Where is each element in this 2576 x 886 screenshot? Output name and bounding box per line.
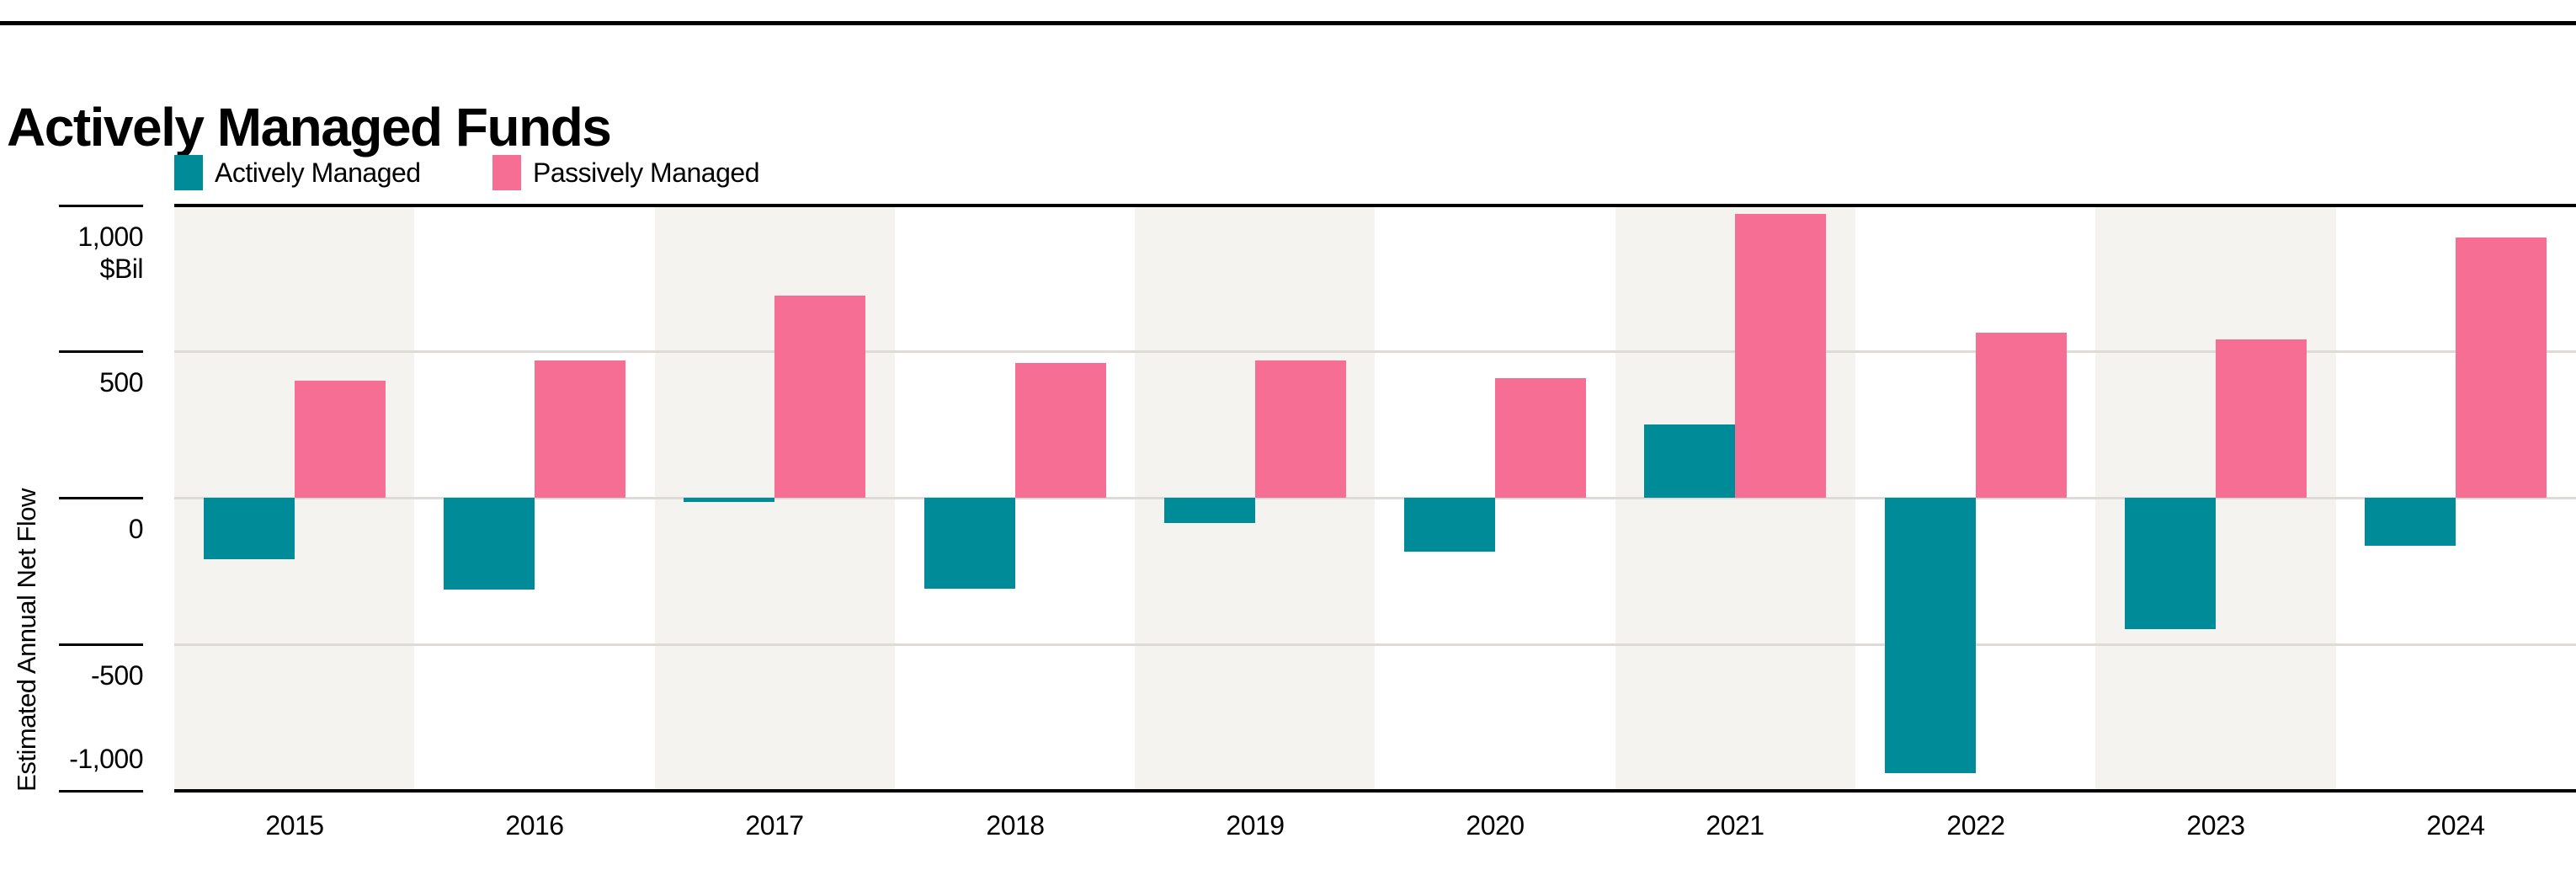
legend-label: Actively Managed (215, 157, 421, 188)
x-tick-label-2016: 2016 (505, 810, 564, 841)
bar-passive-2018[interactable] (1015, 363, 1106, 498)
x-tick-label-2019: 2019 (1226, 810, 1285, 841)
bar-active-2020[interactable] (1404, 498, 1495, 552)
y-tick-mark-500 (59, 350, 143, 353)
legend-item-actively-managed: Actively Managed (174, 154, 421, 191)
plot-bottom-rule (174, 789, 2576, 793)
bar-active-2024[interactable] (2365, 498, 2456, 546)
bar-passive-2023[interactable] (2216, 339, 2307, 498)
x-tick-label-2017: 2017 (745, 810, 804, 841)
y-tick-label--1000: -1,000 (69, 744, 143, 774)
bar-active-2015[interactable] (204, 498, 295, 559)
y-tick-label-0: 0 (128, 514, 144, 544)
bar-active-2018[interactable] (924, 498, 1015, 589)
chart-legend: Actively Managed Passively Managed (0, 154, 2576, 191)
plot-top-rule (174, 204, 2576, 207)
bar-passive-2024[interactable] (2456, 238, 2547, 498)
bar-passive-2015[interactable] (295, 381, 386, 498)
bar-active-2023[interactable] (2125, 498, 2216, 629)
page-title: Actively Managed Funds (7, 96, 612, 157)
x-tick-label-2024: 2024 (2426, 810, 2485, 841)
bar-active-2021[interactable] (1644, 424, 1735, 498)
passive-series-swatch-icon (492, 155, 521, 190)
bar-active-2019[interactable] (1164, 498, 1255, 523)
active-series-swatch-icon (174, 155, 203, 190)
x-tick-label-2021: 2021 (1706, 810, 1764, 841)
x-tick-label-2018: 2018 (986, 810, 1045, 841)
bar-active-2016[interactable] (444, 498, 535, 590)
y-tick-mark--1000 (59, 790, 143, 793)
x-tick-label-2020: 2020 (1466, 810, 1525, 841)
bar-passive-2022[interactable] (1976, 333, 2067, 498)
y-tick-mark--500 (59, 643, 143, 646)
x-tick-label-2023: 2023 (2186, 810, 2245, 841)
bar-passive-2020[interactable] (1495, 378, 1586, 498)
top-rule (0, 21, 2576, 25)
bar-passive-2021[interactable] (1735, 214, 1826, 498)
legend-item-passively-managed: Passively Managed (492, 154, 759, 191)
legend-label: Passively Managed (533, 157, 759, 188)
bar-passive-2017[interactable] (774, 296, 865, 498)
y-tick-mark-1000 (59, 205, 143, 207)
y-tick-label-500: 500 (99, 367, 143, 398)
bar-passive-2019[interactable] (1255, 360, 1346, 498)
gridline-0 (174, 497, 2576, 499)
gridline--500 (174, 643, 2576, 646)
bar-active-2017[interactable] (684, 498, 774, 502)
y-tick-label-1000: 1,000 (77, 222, 143, 252)
x-tick-label-2015: 2015 (265, 810, 324, 841)
gridline-500 (174, 350, 2576, 353)
x-tick-label-2022: 2022 (1946, 810, 2005, 841)
y-tick-mark-0 (59, 497, 143, 499)
y-tick-label--500: -500 (90, 660, 144, 691)
bar-passive-2016[interactable] (535, 360, 625, 498)
y-axis-unit-label: $Bil (99, 254, 144, 284)
bar-active-2022[interactable] (1885, 498, 1976, 773)
